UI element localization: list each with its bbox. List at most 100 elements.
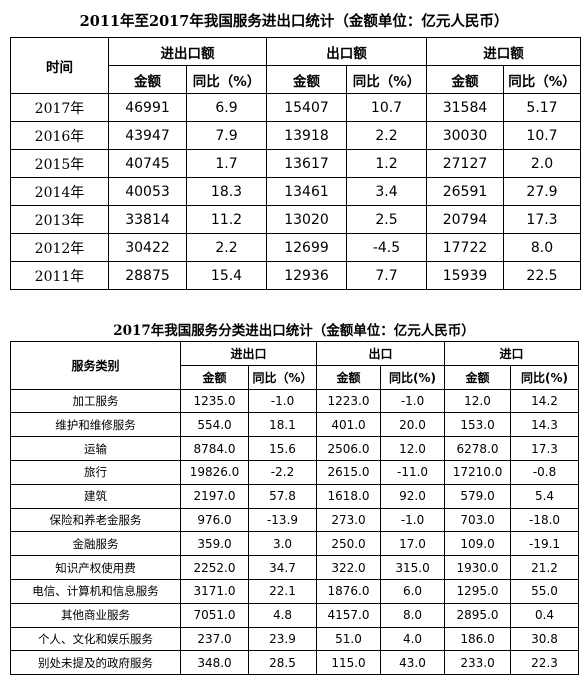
- header-amount: 金额: [108, 65, 187, 94]
- total-yoy-cell: 15.4: [186, 261, 267, 290]
- header-amount: 金额: [180, 364, 249, 390]
- table-row: 知识产权使用费 2252.0 34.7 322.0 315.0 1930.0 21.2: [10, 555, 580, 580]
- category-cell: 加工服务: [10, 388, 181, 414]
- export-yoy-cell: 2.5: [346, 205, 427, 234]
- import-amount-cell: 2895.0: [444, 602, 512, 628]
- total-amount-cell: 30422: [108, 233, 187, 262]
- category-cell: 保险和养老金服务: [10, 507, 181, 533]
- table-row: 别处未提及的政府服务 348.0 28.5 115.0 43.0 233.0 22.3: [10, 650, 580, 676]
- import-yoy-cell: 55.0: [510, 578, 580, 604]
- export-yoy-cell: 10.7: [346, 93, 427, 122]
- import-yoy-cell: 5.4: [510, 483, 580, 509]
- table2-subheader-row: 金额 同比（%） 金额 同比(%) 金额 同比(%): [11, 364, 580, 390]
- import-amount-cell: 6278.0: [444, 436, 512, 461]
- total-amount-cell: 40745: [108, 149, 187, 178]
- export-amount-cell: 13918: [266, 121, 347, 150]
- export-amount-cell: 250.0: [316, 531, 382, 557]
- header-yoy: 同比(%): [510, 364, 580, 390]
- header-import-group: 进口: [444, 341, 580, 366]
- total-amount-cell: 348.0: [180, 650, 249, 676]
- header-yoy: 同比（%）: [346, 65, 427, 94]
- export-amount-cell: 1223.0: [316, 388, 382, 414]
- import-amount-cell: 20794: [426, 205, 504, 234]
- import-yoy-cell: -0.8: [510, 459, 580, 485]
- import-yoy-cell: 10.7: [503, 121, 581, 150]
- total-amount-cell: 28875: [108, 261, 187, 290]
- table-row: 建筑 2197.0 57.8 1618.0 92.0 579.0 5.4: [10, 483, 580, 509]
- import-amount-cell: 27127: [426, 149, 504, 178]
- total-yoy-cell: 22.1: [247, 578, 318, 604]
- import-yoy-cell: 8.0: [503, 233, 581, 262]
- total-yoy-cell: 15.6: [247, 436, 318, 461]
- total-yoy-cell: 7.9: [186, 121, 267, 150]
- export-yoy-cell: -1.0: [380, 507, 446, 533]
- import-yoy-cell: 21.2: [510, 555, 580, 580]
- total-amount-cell: 43947: [108, 121, 187, 150]
- total-yoy-cell: 57.8: [247, 483, 318, 509]
- export-yoy-cell: 20.0: [380, 412, 446, 438]
- total-yoy-cell: 3.0: [247, 531, 318, 557]
- year-cell: 2014年: [10, 177, 109, 206]
- total-amount-cell: 237.0: [180, 626, 249, 652]
- total-amount-cell: 554.0: [180, 412, 249, 438]
- table2-title: 2017年我国服务分类进出口统计（金额单位：亿元人民币）: [113, 323, 475, 339]
- total-amount-cell: 1235.0: [180, 388, 249, 414]
- header-import-group: 进口额: [426, 37, 581, 66]
- export-amount-cell: 12699: [266, 233, 347, 262]
- import-amount-cell: 186.0: [444, 626, 512, 652]
- import-amount-cell: 109.0: [444, 531, 512, 557]
- import-yoy-cell: 30.8: [510, 626, 580, 652]
- import-yoy-cell: 22.5: [503, 261, 581, 290]
- import-yoy-cell: 17.3: [510, 436, 580, 461]
- import-amount-cell: 17722: [426, 233, 504, 262]
- import-amount-cell: 233.0: [444, 650, 512, 676]
- header-category: 服务类别: [10, 341, 181, 390]
- table-row: 其他商业服务 7051.0 4.8 4157.0 8.0 2895.0 0.4: [10, 602, 580, 628]
- category-cell: 维护和维修服务: [10, 412, 181, 438]
- export-amount-cell: 1876.0: [316, 578, 382, 604]
- table-row: 2017年 46991 6.9 15407 10.7 31584 5.17: [10, 93, 581, 122]
- export-amount-cell: 12936: [266, 261, 347, 290]
- import-yoy-cell: -19.1: [510, 531, 580, 557]
- import-amount-cell: 579.0: [444, 483, 512, 509]
- import-yoy-cell: -18.0: [510, 507, 580, 533]
- export-yoy-cell: 4.0: [380, 626, 446, 652]
- table1-subheader-row: 金额 同比（%） 金额 同比（%） 金额 同比（%）: [11, 65, 581, 94]
- export-yoy-cell: 43.0: [380, 650, 446, 676]
- export-amount-cell: 273.0: [316, 507, 382, 533]
- total-yoy-cell: 23.9: [247, 626, 318, 652]
- total-yoy-cell: 18.3: [186, 177, 267, 206]
- export-yoy-cell: 3.4: [346, 177, 427, 206]
- header-amount: 金额: [426, 65, 504, 94]
- table-row: 2016年 43947 7.9 13918 2.2 30030 10.7: [10, 121, 581, 150]
- export-yoy-cell: 12.0: [380, 436, 446, 461]
- export-amount-cell: 401.0: [316, 412, 382, 438]
- export-amount-cell: 2615.0: [316, 459, 382, 485]
- header-yoy: 同比（%）: [503, 65, 581, 94]
- total-amount-cell: 3171.0: [180, 578, 249, 604]
- export-yoy-cell: 1.2: [346, 149, 427, 178]
- export-yoy-cell: -4.5: [346, 233, 427, 262]
- category-cell: 别处未提及的政府服务: [10, 650, 181, 676]
- table-row: 运输 8784.0 15.6 2506.0 12.0 6278.0 17.3: [10, 436, 580, 461]
- import-yoy-cell: 27.9: [503, 177, 581, 206]
- services-trade-by-category-table: 服务类别 进出口 出口 进口 金额 同比（%） 金额 同比(%) 金额 同比(%…: [10, 341, 580, 676]
- total-yoy-cell: 34.7: [247, 555, 318, 580]
- year-cell: 2016年: [10, 121, 109, 150]
- table-row: 2011年 28875 15.4 12936 7.7 15939 22.5: [10, 261, 581, 290]
- export-amount-cell: 51.0: [316, 626, 382, 652]
- export-yoy-cell: 92.0: [380, 483, 446, 509]
- table2-header-row: 服务类别 进出口 出口 进口: [10, 341, 580, 390]
- export-amount-cell: 322.0: [316, 555, 382, 580]
- import-yoy-cell: 14.3: [510, 412, 580, 438]
- export-yoy-cell: 315.0: [380, 555, 446, 580]
- table-row: 电信、计算机和信息服务 3171.0 22.1 1876.0 6.0 1295.0 55.0: [10, 578, 580, 604]
- export-yoy-cell: 7.7: [346, 261, 427, 290]
- table-row: 2014年 40053 18.3 13461 3.4 26591 27.9: [10, 177, 581, 206]
- header-yoy: 同比（%）: [186, 65, 267, 94]
- import-yoy-cell: 17.3: [503, 205, 581, 234]
- header-total-group: 进出口额: [108, 37, 267, 66]
- total-amount-cell: 33814: [108, 205, 187, 234]
- category-cell: 旅行: [10, 459, 181, 485]
- import-amount-cell: 1295.0: [444, 578, 512, 604]
